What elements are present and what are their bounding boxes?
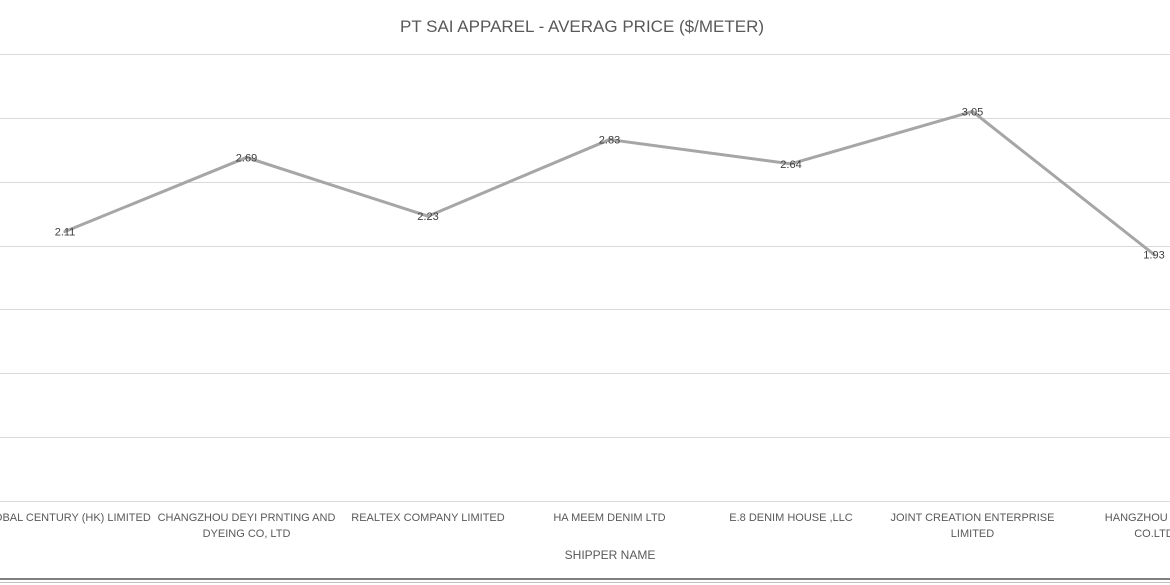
data-label: 2.11	[55, 227, 76, 239]
x-tick-label: DYEING CO, LTD	[203, 528, 291, 540]
bottom-border	[0, 578, 1170, 580]
bottom-border-shadow	[0, 582, 1170, 583]
x-tick-label: REALTEX COMPANY LIMITED	[351, 512, 504, 524]
chart-title: PT SAI APPAREL - AVERAG PRICE ($/METER)	[400, 17, 764, 36]
x-axis-title: SHIPPER NAME	[565, 548, 656, 562]
data-point	[245, 155, 248, 159]
x-tick-label: JOINT CREATION ENTERPRISE	[890, 512, 1054, 524]
data-point	[789, 162, 793, 166]
x-tick-label: GLOBAL CENTURY (HK) LIMITED	[0, 512, 151, 524]
x-tick-label: CO.LTD	[1134, 528, 1170, 540]
x-tick-label: E.8 DENIM HOUSE ,LLC	[729, 512, 853, 524]
data-label: 1.93	[1143, 250, 1164, 262]
x-tick-label: LIMITED	[951, 528, 994, 540]
x-axis-tick-labels: GLOBAL CENTURY (HK) LIMITED CHANGZHOU DEY…	[0, 512, 1170, 540]
data-label: 2.83	[599, 135, 620, 147]
x-tick-label: HA MEEM DENIM LTD	[553, 512, 665, 524]
data-point	[608, 138, 611, 142]
data-label: 2.69	[236, 152, 257, 164]
data-label: 2.23	[417, 211, 438, 223]
gridlines	[0, 54, 1170, 502]
data-labels: 2.11 2.69 2.23 2.83 2.64 3.05 1.93	[55, 106, 1165, 261]
series-line	[63, 109, 1156, 257]
x-tick-label: CHANGZHOU DEYI PRNTING AND	[158, 512, 336, 524]
data-point	[971, 109, 974, 113]
data-point	[1152, 253, 1156, 257]
data-label: 3.05	[962, 106, 983, 118]
data-label: 2.64	[780, 159, 801, 171]
data-point	[426, 214, 430, 218]
x-tick-label: HANGZHOU FEINA	[1105, 512, 1170, 524]
data-point	[63, 230, 67, 234]
